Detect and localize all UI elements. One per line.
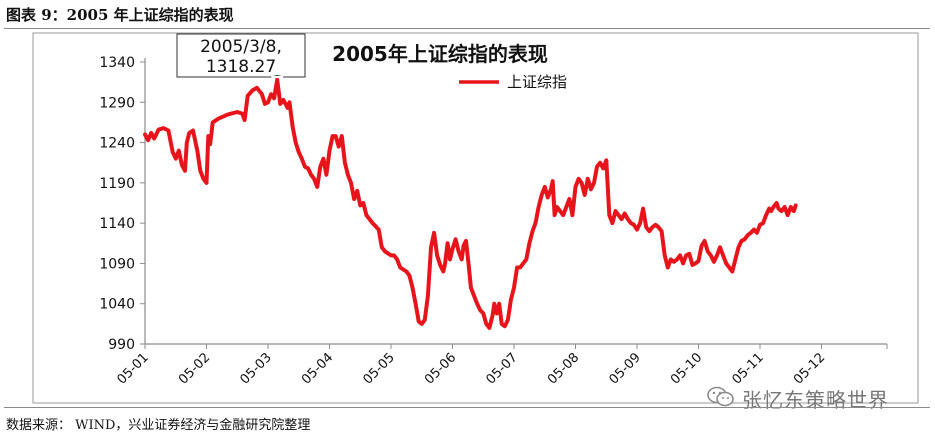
x-tick-label: 05-11 (730, 350, 767, 387)
annotation: 2005/3/8,1318.27 (176, 33, 306, 78)
series-layer (143, 77, 798, 330)
y-tick-label: 990 (108, 337, 135, 353)
legend-label: 上证综指 (507, 73, 567, 91)
annotation-box (176, 33, 306, 78)
x-tick-label: 05-10 (668, 350, 705, 387)
x-tick-label: 05-06 (422, 350, 459, 387)
chart-border (32, 32, 919, 404)
source-note: 数据来源： WIND，兴业证券经济与金融研究院整理 (6, 418, 311, 433)
title-rule (4, 28, 930, 29)
legend: 上证综指 (459, 73, 567, 91)
y-tick-label: 1290 (99, 95, 135, 111)
x-tick-label: 05-03 (238, 350, 275, 387)
y-tick-label: 1240 (99, 136, 135, 152)
y-tick-label: 1190 (99, 176, 135, 192)
y-tick-label: 1040 (99, 297, 135, 313)
x-tick-label: 05-07 (484, 350, 521, 387)
annotation-line2: 1318.27 (206, 57, 276, 77)
x-tick-label: 05-01 (115, 350, 152, 387)
y-tick-label: 1340 (99, 55, 135, 71)
x-tick-label: 05-12 (791, 350, 828, 387)
chart-title: 2005年上证综指的表现 (332, 42, 548, 66)
wechat-icon (707, 386, 734, 407)
annotation-line1: 2005/3/8, (200, 37, 282, 57)
x-tick-label: 05-08 (545, 350, 582, 387)
x-tick-label: 05-09 (607, 350, 644, 387)
x-tick-label: 05-02 (176, 350, 213, 387)
figure-title: 图表 9：2005 年上证综指的表现 (6, 6, 234, 24)
x-tick-label: 05-04 (299, 350, 336, 387)
y-tick-label: 1090 (99, 256, 135, 272)
source-rule (4, 407, 930, 408)
watermark: 张忆东策略世界 (742, 388, 889, 412)
y-tick-label: 1140 (99, 216, 135, 232)
series-line (143, 77, 798, 330)
x-tick-label: 05-05 (361, 350, 398, 387)
